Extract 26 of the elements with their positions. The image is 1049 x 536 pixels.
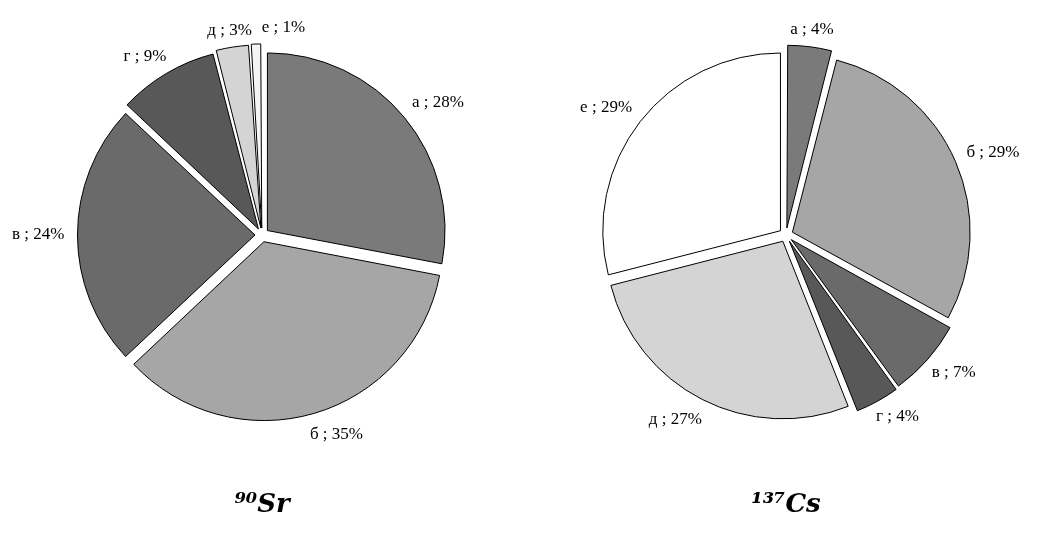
data-label: ; 35% [322, 423, 363, 443]
data-label: ; 1% [273, 17, 306, 37]
slice-label: б [309, 423, 319, 443]
slice-label: в [931, 361, 940, 381]
slice-label: г [123, 45, 131, 65]
slice-label: а [411, 92, 420, 112]
data-label: ; 29% [979, 142, 1020, 162]
slice-label: д [648, 409, 658, 429]
slice-label: д [207, 19, 217, 39]
slice-label: а [790, 18, 799, 38]
data-label: ; 9% [134, 45, 167, 65]
slice-label: б [966, 142, 976, 162]
text: ¹³⁷Cs [750, 488, 822, 518]
data-label: ; 24% [24, 224, 65, 244]
data-label: ; 29% [591, 97, 633, 117]
data-label: ; 3% [220, 19, 252, 39]
data-label: ; 4% [802, 18, 834, 38]
data-label: ; 7% [943, 361, 976, 381]
text: ⁹⁰Sr [233, 488, 292, 518]
data-label: ; 4% [887, 406, 919, 426]
slice-label: г [875, 406, 883, 426]
slice-label: е [580, 97, 588, 117]
slice-label: е [261, 17, 270, 37]
slice-label: в [12, 224, 21, 244]
data-label: ; 27% [661, 409, 702, 429]
data-label: ; 28% [423, 92, 464, 112]
